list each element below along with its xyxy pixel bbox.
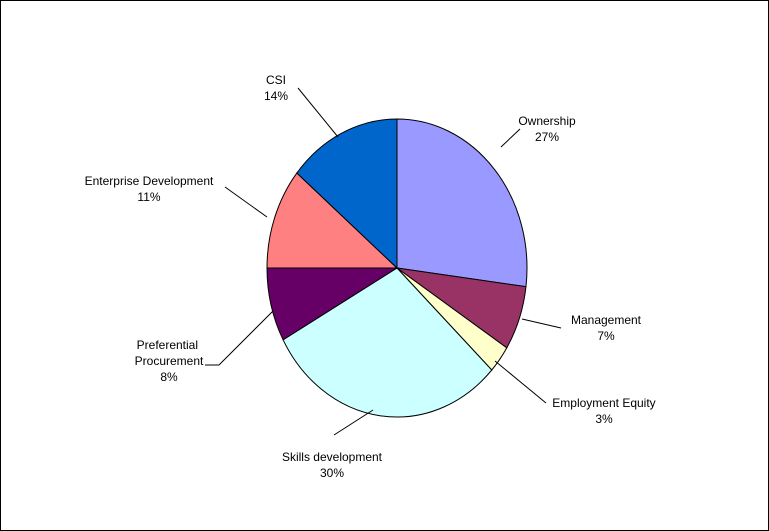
label-enterprise-development-percent: 11% [137, 190, 160, 204]
leader-line-enterprise-development [224, 186, 268, 218]
label-preferential-procurement-name: Preferential Procurement [135, 338, 204, 368]
leader-line-csi [297, 87, 339, 138]
label-employment-equity-percent: 3% [595, 412, 613, 426]
leader-line-ownership [500, 128, 521, 148]
slice-csi [296, 118, 398, 270]
leader-line-management [521, 318, 562, 329]
slice-enterprise-development [266, 172, 399, 269]
label-ownership-percent: 27% [535, 130, 559, 144]
label-csi-percent: 14% [264, 89, 288, 103]
slice-skills-development [282, 267, 493, 418]
label-ownership-name: Ownership [518, 114, 576, 128]
leader-lines [205, 87, 562, 436]
label-employment-equity-name: Employment Equity [552, 396, 655, 410]
leader-line-preferential-procurement [205, 310, 274, 366]
leader-line-employment-equity [494, 360, 547, 404]
leader-line-skills-development [333, 409, 374, 436]
label-csi-name: CSI [266, 73, 286, 87]
label-enterprise-development-name: Enterprise Development [85, 174, 214, 188]
pie-slices [266, 118, 528, 418]
label-skills-development-name: Skills development [282, 450, 383, 464]
label-skills-development-percent: 30% [320, 466, 344, 480]
slice-ownership [396, 118, 528, 288]
label-management-percent: 7% [597, 329, 615, 343]
label-preferential-procurement-percent: 8% [160, 370, 178, 384]
label-management-name: Management [571, 313, 642, 327]
